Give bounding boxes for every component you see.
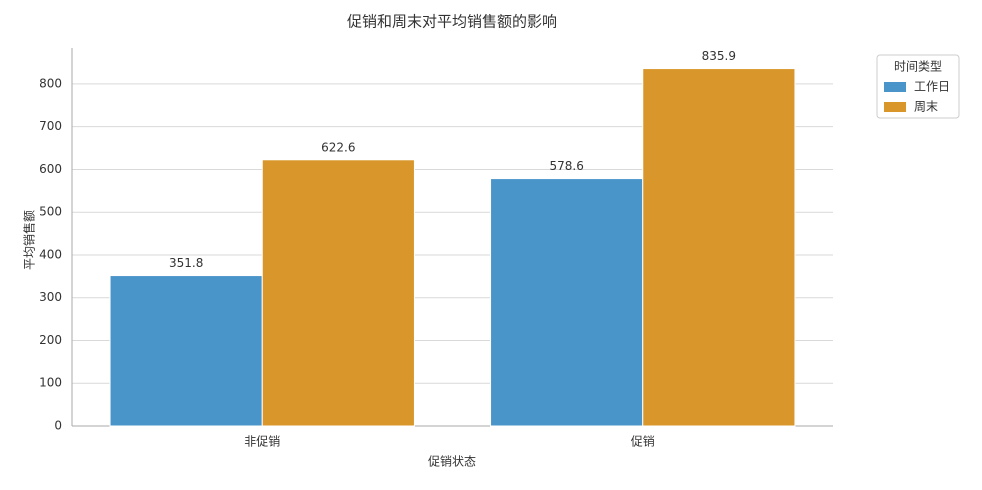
chart-title: 促销和周末对平均销售额的影响 <box>347 13 557 31</box>
bar <box>490 178 644 427</box>
y-tick-label: 400 <box>39 247 62 261</box>
data-label: 622.6 <box>321 140 355 154</box>
y-axis-label: 平均销售额 <box>22 210 37 270</box>
y-tick-label: 200 <box>39 333 62 347</box>
y-tick-label: 700 <box>39 119 62 133</box>
data-label: 835.9 <box>702 49 736 63</box>
bar <box>109 275 263 427</box>
legend-label: 工作日 <box>914 80 950 94</box>
legend-label: 周末 <box>914 100 938 114</box>
x-axis-label: 促销状态 <box>428 455 476 469</box>
y-tick-label: 100 <box>39 376 62 390</box>
bar <box>261 159 415 427</box>
legend-swatch <box>884 102 906 112</box>
y-tick-label: 0 <box>54 419 62 433</box>
x-tick-label: 促销 <box>631 435 655 449</box>
data-label: 351.8 <box>169 256 203 270</box>
x-tick-label: 非促销 <box>244 435 280 449</box>
y-tick-label: 800 <box>39 76 62 90</box>
legend-title: 时间类型 <box>894 60 942 74</box>
y-tick-label: 500 <box>39 205 62 219</box>
data-label: 578.6 <box>549 159 583 173</box>
bar <box>642 68 796 427</box>
legend-swatch <box>884 82 906 92</box>
y-tick-label: 300 <box>39 290 62 304</box>
y-tick-label: 600 <box>39 162 62 176</box>
